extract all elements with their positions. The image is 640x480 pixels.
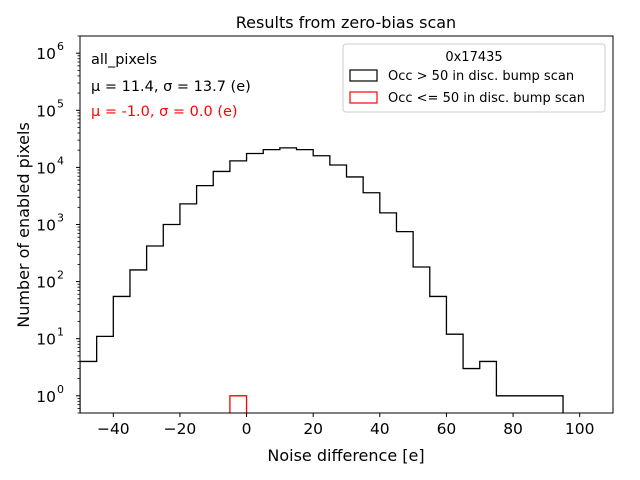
x-tick-label: 40 bbox=[370, 420, 390, 438]
histogram-series-occ-above-50 bbox=[80, 147, 564, 413]
legend-swatch-occ-below-50 bbox=[349, 91, 378, 104]
y-tick-exponent: 0 bbox=[57, 383, 64, 396]
x-tick-label: −40 bbox=[97, 420, 130, 438]
legend-box bbox=[342, 43, 606, 113]
annotation-stats-red: μ = -1.0, σ = 0.0 (e) bbox=[91, 104, 238, 120]
y-tick-exponent: 3 bbox=[57, 212, 64, 225]
y-tick-label: 10 bbox=[36, 274, 56, 292]
x-tick-label: 20 bbox=[303, 420, 323, 438]
legend: 0x17435 Occ > 50 in disc. bump scan Occ … bbox=[342, 43, 606, 113]
y-tick-exponent: 1 bbox=[57, 326, 64, 339]
y-tick-label: 10 bbox=[36, 331, 56, 349]
y-tick-exponent: 6 bbox=[57, 40, 64, 53]
x-tick-label: 80 bbox=[503, 420, 523, 438]
y-tick-label: 10 bbox=[36, 388, 56, 406]
legend-title: 0x17435 bbox=[445, 50, 502, 65]
legend-label-occ-below-50: Occ <= 50 in disc. bump scan bbox=[388, 91, 585, 106]
x-tick-label: 100 bbox=[565, 420, 595, 438]
chart-title: Results from zero-bias scan bbox=[236, 13, 456, 32]
x-axis-label: Noise difference [e] bbox=[267, 446, 424, 465]
x-tick-label: 60 bbox=[437, 420, 457, 438]
y-tick-label: 10 bbox=[36, 102, 56, 120]
y-tick-label: 10 bbox=[36, 159, 56, 177]
histogram-series-occ-below-50 bbox=[229, 395, 248, 413]
y-tick-label: 10 bbox=[36, 217, 56, 235]
legend-swatch-occ-above-50 bbox=[349, 69, 378, 82]
y-tick-label: 10 bbox=[36, 45, 56, 63]
y-tick-exponent: 4 bbox=[57, 154, 64, 167]
x-tick-label: 0 bbox=[242, 420, 252, 438]
y-tick-exponent: 5 bbox=[57, 97, 64, 110]
legend-label-occ-above-50: Occ > 50 in disc. bump scan bbox=[388, 69, 574, 84]
annotation-stats-main: μ = 11.4, σ = 13.7 (e) bbox=[91, 79, 251, 95]
y-tick-exponent: 2 bbox=[57, 269, 64, 282]
y-axis-label: Number of enabled pixels bbox=[14, 122, 33, 328]
x-tick-label: −20 bbox=[164, 420, 197, 438]
annotation-dataset-name: all_pixels bbox=[91, 52, 157, 68]
